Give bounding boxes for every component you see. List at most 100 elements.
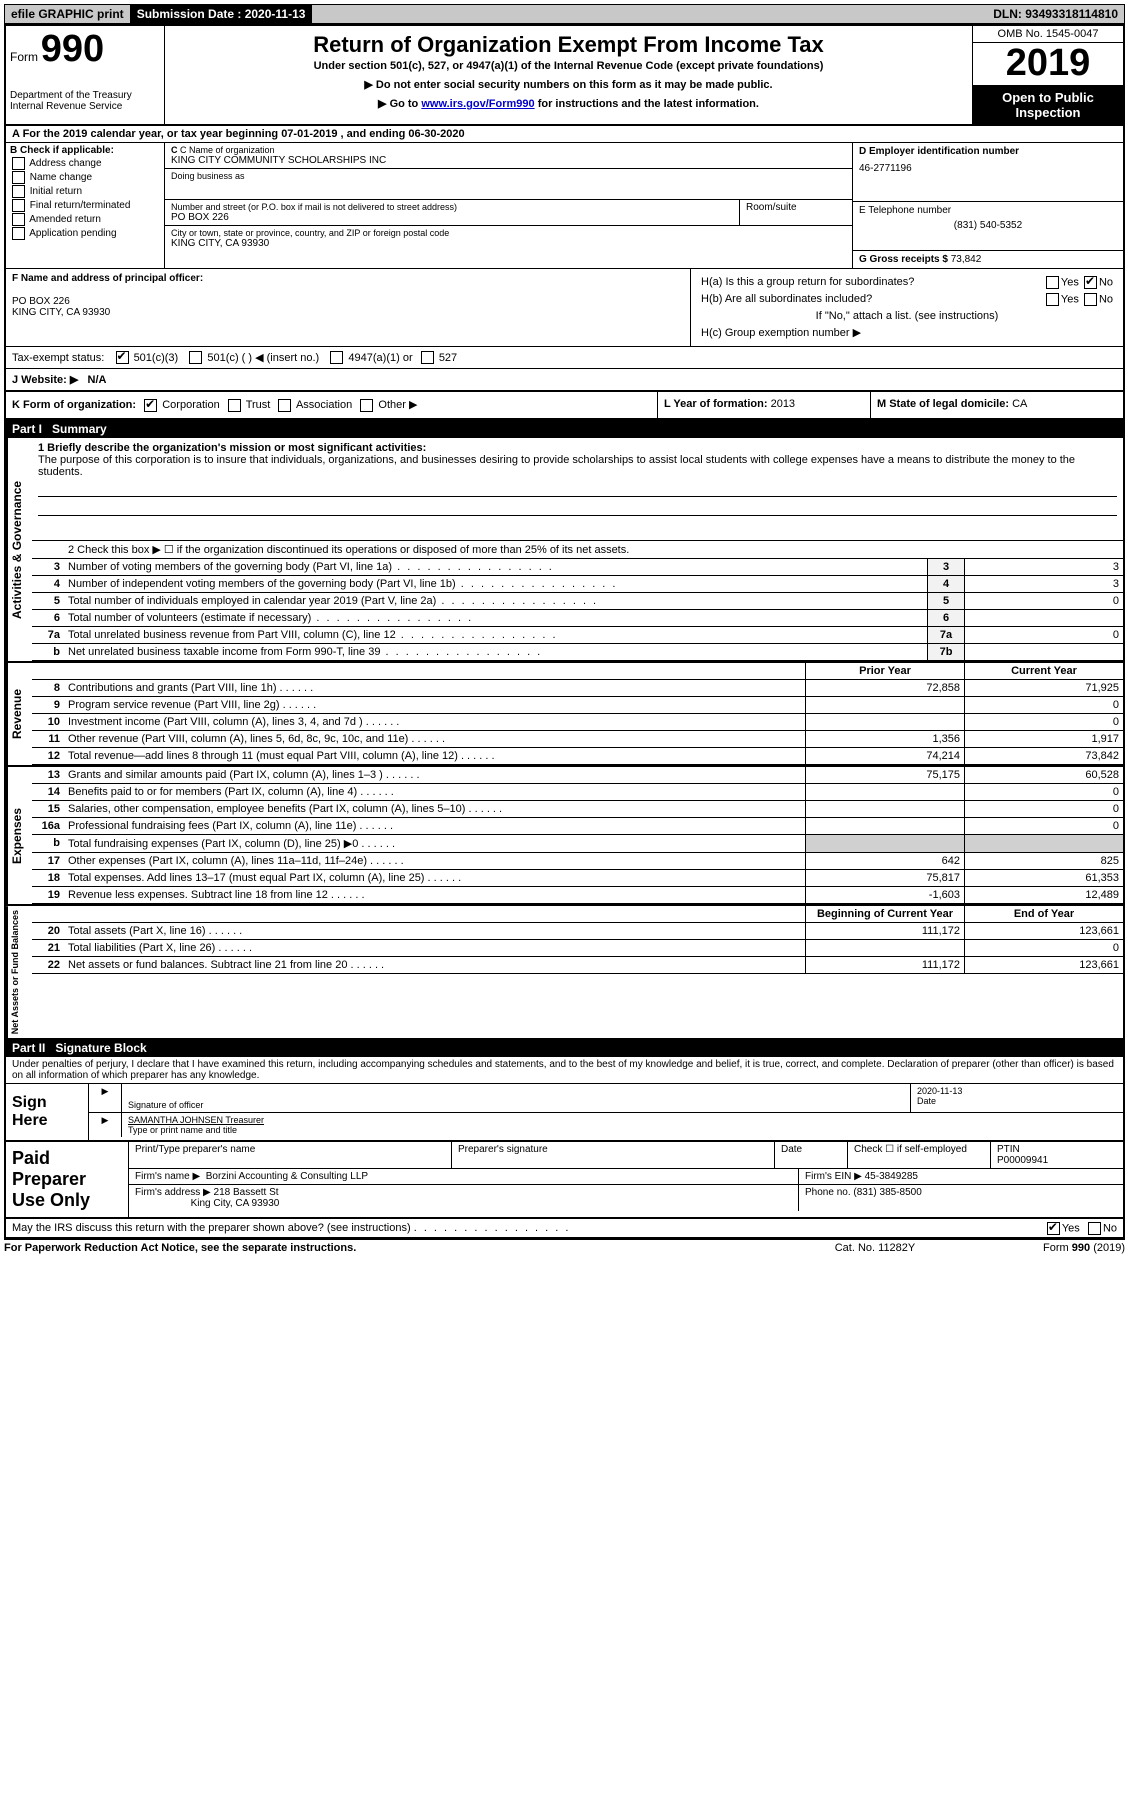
part-i-header: Part I Summary [6, 420, 1123, 438]
sign-here-label: Sign Here [6, 1084, 89, 1140]
perjury-statement: Under penalties of perjury, I declare th… [6, 1057, 1123, 1084]
col-deg: D Employer identification number 46-2771… [852, 143, 1123, 268]
sig-date-label: Date [917, 1096, 1117, 1106]
cb-4947[interactable] [330, 351, 343, 364]
form-number: 990 [41, 28, 104, 70]
cb-other[interactable] [360, 399, 373, 412]
type-name-label: Type or print name and title [128, 1125, 1117, 1135]
prior-year-hdr: Prior Year [806, 663, 965, 680]
cb-name-change[interactable]: Name change [10, 171, 160, 184]
section-bcdeg: B Check if applicable: Address change Na… [6, 143, 1123, 269]
firm-addr-label: Firm's address ▶ [135, 1187, 211, 1198]
line2: 2 Check this box ▶ ☐ if the organization… [64, 541, 1123, 559]
omb-number: OMB No. 1545-0047 [973, 26, 1123, 43]
m-state: M State of legal domicile: CA [871, 392, 1123, 418]
top-bar: efile GRAPHIC print Submission Date : 20… [4, 4, 1125, 24]
dln: DLN: 93493318114810 [987, 5, 1124, 23]
cb-address-change[interactable]: Address change [10, 157, 160, 170]
hb-yes-checkbox[interactable] [1046, 293, 1059, 306]
cb-application-pending[interactable]: Application pending [10, 227, 160, 240]
dba-label: Doing business as [171, 171, 846, 181]
line1-text: The purpose of this corporation is to in… [38, 454, 1117, 478]
table-row: 17Other expenses (Part IX, column (A), l… [32, 852, 1123, 869]
note2-post: for instructions and the latest informat… [538, 98, 759, 110]
pp-name-label: Print/Type preparer's name [129, 1142, 452, 1168]
phone-label: Phone no. [805, 1187, 851, 1198]
firm-addr1: 218 Bassett St [214, 1187, 279, 1198]
cb-amended-return[interactable]: Amended return [10, 213, 160, 226]
eoy-hdr: End of Year [965, 906, 1124, 923]
submission-date: Submission Date : 2020-11-13 [131, 5, 313, 23]
website-value: N/A [88, 374, 107, 386]
cb-501c[interactable] [189, 351, 202, 364]
table-row: 6Total number of volunteers (estimate if… [32, 609, 1123, 626]
note-ssn: ▶ Do not enter social security numbers o… [173, 78, 964, 91]
hb-no-checkbox[interactable] [1084, 293, 1097, 306]
discuss-row: May the IRS discuss this return with the… [6, 1219, 1123, 1238]
k-form-org: K Form of organization: Corporation Trus… [6, 392, 658, 418]
form-outer: Form 990 Department of the Treasury Inte… [4, 24, 1125, 1240]
vlabel-exp: Expenses [6, 767, 32, 904]
i-label: Tax-exempt status: [12, 352, 104, 364]
section-net: Net Assets or Fund Balances Beginning of… [6, 906, 1123, 1038]
section-rev: Revenue Prior Year Current Year 8Contrib… [6, 663, 1123, 767]
org-name: KING CITY COMMUNITY SCHOLARSHIPS INC [171, 155, 846, 166]
cb-527[interactable] [421, 351, 434, 364]
open-inspection: Open to Public Inspection [973, 86, 1123, 124]
hc-label: H(c) Group exemption number ▶ [699, 325, 1115, 340]
current-year-hdr: Current Year [965, 663, 1124, 680]
street-label: Number and street (or P.O. box if mail i… [171, 202, 733, 212]
firm-name: Borzini Accounting & Consulting LLP [206, 1171, 368, 1182]
e-label: E Telephone number [859, 205, 1117, 216]
form-title: Return of Organization Exempt From Incom… [173, 32, 964, 58]
boy-hdr: Beginning of Current Year [806, 906, 965, 923]
col-c: C C Name of organization KING CITY COMMU… [165, 143, 852, 268]
cb-trust[interactable] [228, 399, 241, 412]
net-table: Beginning of Current Year End of Year 20… [32, 906, 1123, 974]
ha-no-checkbox[interactable] [1084, 276, 1097, 289]
vlabel-rev: Revenue [6, 663, 32, 765]
firm-name-label: Firm's name ▶ [135, 1171, 200, 1182]
discuss-yes-checkbox[interactable] [1047, 1222, 1060, 1235]
exp-table: 13Grants and similar amounts paid (Part … [32, 767, 1123, 904]
officer-name: SAMANTHA JOHNSEN Treasurer [128, 1115, 1117, 1125]
discuss-no-checkbox[interactable] [1088, 1222, 1101, 1235]
pp-date-label: Date [775, 1142, 848, 1168]
table-row: 15Salaries, other compensation, employee… [32, 800, 1123, 817]
sig-officer-label: Signature of officer [128, 1100, 904, 1110]
table-row: 4Number of independent voting members of… [32, 575, 1123, 592]
ha-yes-checkbox[interactable] [1046, 276, 1059, 289]
phone-value: (831) 385-8500 [853, 1187, 921, 1198]
firm-addr2: King City, CA 93930 [191, 1198, 280, 1209]
table-row: 13Grants and similar amounts paid (Part … [32, 767, 1123, 784]
city-label: City or town, state or province, country… [171, 228, 846, 238]
table-row: 14Benefits paid to or for members (Part … [32, 783, 1123, 800]
efile-print[interactable]: efile GRAPHIC print [5, 5, 131, 23]
website-row: J Website: ▶ N/A [6, 369, 1123, 392]
table-row: 19Revenue less expenses. Subtract line 1… [32, 886, 1123, 903]
sign-here-block: Sign Here ▶ Signature of officer 2020-11… [6, 1084, 1123, 1142]
section-fh: F Name and address of principal officer:… [6, 269, 1123, 347]
col-h: H(a) Is this a group return for subordin… [691, 269, 1123, 346]
cb-association[interactable] [278, 399, 291, 412]
form-header: Form 990 Department of the Treasury Inte… [6, 26, 1123, 126]
table-row: 21Total liabilities (Part X, line 26)0 [32, 939, 1123, 956]
form-prefix: Form [10, 50, 38, 64]
irs-link[interactable]: www.irs.gov/Form990 [421, 98, 534, 110]
ha-label: H(a) Is this a group return for subordin… [699, 275, 1009, 290]
tax-status-row: Tax-exempt status: 501(c)(3) 501(c) ( ) … [6, 347, 1123, 370]
f-label: F Name and address of principal officer: [12, 273, 684, 284]
cb-final-return[interactable]: Final return/terminated [10, 199, 160, 212]
table-row: 11Other revenue (Part VIII, column (A), … [32, 730, 1123, 747]
cb-corporation[interactable] [144, 399, 157, 412]
cb-501c3[interactable] [116, 351, 129, 364]
cb-initial-return[interactable]: Initial return [10, 185, 160, 198]
table-row: 7aTotal unrelated business revenue from … [32, 626, 1123, 643]
table-row: 8Contributions and grants (Part VIII, li… [32, 679, 1123, 696]
table-row: 12Total revenue—add lines 8 through 11 (… [32, 747, 1123, 764]
table-row: 3Number of voting members of the governi… [32, 558, 1123, 575]
telephone-value: (831) 540-5352 [859, 220, 1117, 231]
street-value: PO BOX 226 [171, 212, 733, 223]
ptin-value: P00009941 [997, 1155, 1117, 1166]
d-label: D Employer identification number [859, 146, 1117, 157]
